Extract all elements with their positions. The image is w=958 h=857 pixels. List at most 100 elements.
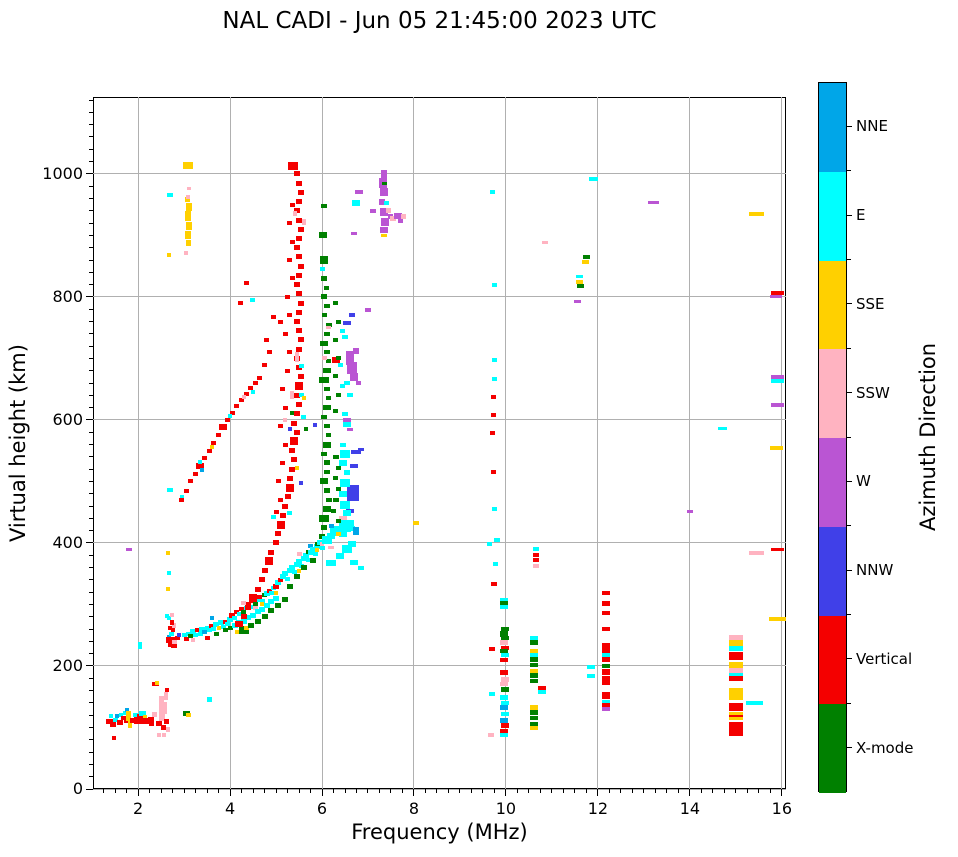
y-major-tick (86, 296, 93, 298)
echo-point (358, 447, 365, 451)
echo-point (211, 627, 217, 632)
colorbar-category-label: W (856, 472, 871, 491)
echo-point (313, 422, 318, 427)
echo-point (381, 169, 388, 178)
y-tick-label: 200 (52, 655, 83, 675)
echo-point (770, 379, 784, 384)
echo-point (499, 733, 508, 738)
echo-point (769, 446, 783, 451)
chart-title: NAL CADI - Jun 05 21:45:00 2023 UTC (222, 8, 657, 34)
echo-point (229, 410, 235, 415)
echo-point (245, 605, 252, 611)
y-minor-tick (89, 382, 93, 384)
plot-area (93, 97, 786, 789)
echo-point (335, 519, 341, 524)
y-major-tick (86, 419, 93, 421)
echo-point (239, 398, 245, 403)
echo-point (319, 376, 330, 383)
x-minor-tick (712, 789, 714, 793)
x-minor-tick (470, 789, 472, 793)
echo-point (186, 239, 192, 246)
echo-point (320, 478, 329, 485)
x-minor-tick (367, 789, 369, 793)
echo-point (500, 711, 509, 716)
x-minor-tick (574, 789, 576, 793)
y-minor-tick (89, 640, 93, 642)
echo-point (247, 623, 254, 629)
echo-point (530, 722, 539, 727)
echo-point (250, 613, 257, 619)
colorbar-segment-Vertical (819, 615, 846, 705)
echo-point (342, 334, 348, 339)
colorbar-tick (847, 214, 852, 216)
x-minor-tick (735, 789, 737, 793)
echo-point (282, 571, 289, 577)
x-minor-tick (424, 789, 426, 793)
colorbar-tick (847, 569, 852, 571)
x-gridline (505, 97, 507, 789)
x-minor-tick (700, 789, 702, 793)
echo-point (275, 479, 281, 484)
echo-point (293, 392, 300, 398)
echo-point (216, 433, 222, 438)
echo-point (287, 511, 293, 516)
echo-point (322, 405, 331, 411)
x-gridline (781, 97, 783, 789)
echo-point (323, 460, 330, 466)
echo-point (529, 715, 538, 720)
echo-point (138, 642, 143, 650)
echo-point (305, 558, 311, 563)
colorbar-tick (847, 392, 852, 394)
echo-point (185, 197, 191, 203)
echo-point (321, 414, 328, 419)
y-minor-tick (89, 394, 93, 396)
echo-point (111, 735, 116, 740)
echo-point (234, 404, 240, 409)
y-minor-tick (89, 333, 93, 335)
echo-point (353, 348, 360, 355)
echo-point (227, 625, 233, 630)
echo-point (279, 512, 286, 518)
echo-point (232, 615, 238, 620)
echo-point (323, 350, 330, 355)
echo-point (749, 211, 765, 216)
echo-point (358, 565, 365, 570)
colorbar-segment-X-mode (819, 704, 846, 793)
echo-point (109, 721, 116, 727)
echo-point (172, 639, 178, 644)
echo-point (296, 199, 302, 205)
y-tick-label: 0 (72, 779, 83, 798)
echo-point (296, 217, 302, 223)
echo-point (287, 427, 292, 432)
echo-point (158, 695, 164, 708)
echo-point (332, 454, 339, 459)
echo-point (222, 628, 228, 633)
echo-point (289, 239, 295, 244)
echo-point (323, 304, 330, 309)
echo-point (500, 652, 509, 657)
echo-point (142, 715, 147, 722)
echo-point (530, 648, 539, 653)
echo-point (338, 530, 347, 537)
x-minor-tick (310, 789, 311, 793)
echo-point (489, 431, 495, 436)
echo-point (499, 604, 508, 609)
echo-point (602, 611, 611, 616)
echo-point (532, 552, 539, 557)
echo-point (499, 728, 508, 733)
y-axis-label: Virtual height (km) (6, 344, 30, 542)
colorbar-segment-W (819, 438, 846, 527)
echo-point (273, 595, 280, 601)
echo-point (282, 503, 289, 509)
x-gridline (137, 97, 139, 789)
x-minor-tick (459, 789, 461, 793)
echo-point (170, 612, 175, 617)
echo-point (245, 601, 252, 607)
echo-point (537, 689, 546, 694)
x-minor-tick (344, 789, 346, 793)
echo-point (342, 545, 353, 554)
echo-point (254, 619, 261, 625)
y-minor-tick (89, 714, 93, 716)
echo-point (318, 232, 327, 239)
y-minor-tick (89, 321, 93, 322)
